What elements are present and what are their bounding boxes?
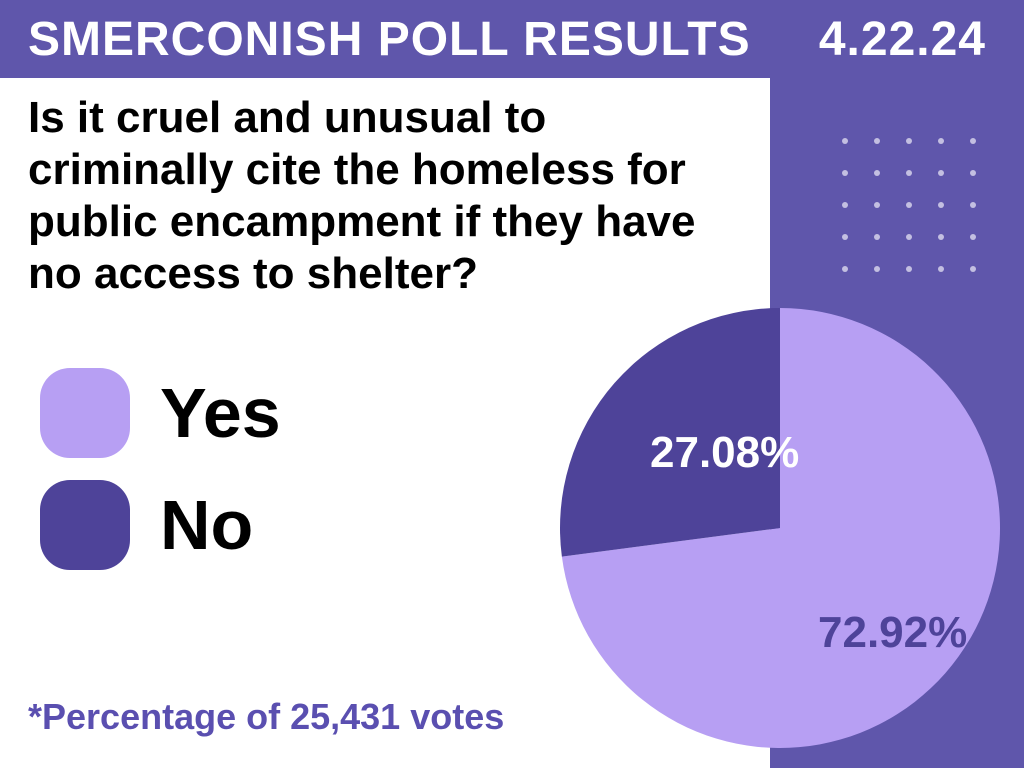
footnote: *Percentage of 25,431 votes	[28, 696, 504, 738]
dot	[938, 170, 944, 176]
pie-slice-label: 72.92%	[818, 608, 967, 658]
poll-question: Is it cruel and unusual to criminally ci…	[28, 92, 728, 300]
header-bar: SMERCONISH POLL RESULTS 4.22.24	[0, 0, 1024, 78]
legend-item: Yes	[40, 368, 281, 458]
dot	[906, 202, 912, 208]
dot	[970, 234, 976, 240]
dot	[874, 138, 880, 144]
legend-swatch	[40, 480, 130, 570]
pie-slice-label: 27.08%	[650, 428, 799, 478]
dot	[842, 170, 848, 176]
dot	[970, 202, 976, 208]
header-date: 4.22.24	[819, 12, 986, 67]
legend: Yes No	[40, 368, 281, 592]
legend-swatch	[40, 368, 130, 458]
dot	[938, 202, 944, 208]
dot	[874, 202, 880, 208]
dot	[842, 202, 848, 208]
dot	[842, 234, 848, 240]
dot	[906, 170, 912, 176]
header-title: SMERCONISH POLL RESULTS	[28, 12, 751, 67]
dot	[906, 266, 912, 272]
dot	[938, 266, 944, 272]
dot	[874, 266, 880, 272]
decorative-dot-grid	[842, 138, 978, 274]
dot	[842, 138, 848, 144]
legend-item: No	[40, 480, 281, 570]
dot	[938, 138, 944, 144]
dot	[874, 234, 880, 240]
dot	[874, 170, 880, 176]
dot	[970, 138, 976, 144]
dot	[938, 234, 944, 240]
legend-label: No	[160, 485, 253, 565]
pie-svg	[560, 308, 1000, 748]
dot	[906, 138, 912, 144]
dot	[970, 266, 976, 272]
pie-chart: 72.92% 27.08%	[560, 308, 1000, 748]
dot	[906, 234, 912, 240]
dot	[842, 266, 848, 272]
dot	[970, 170, 976, 176]
legend-label: Yes	[160, 373, 281, 453]
